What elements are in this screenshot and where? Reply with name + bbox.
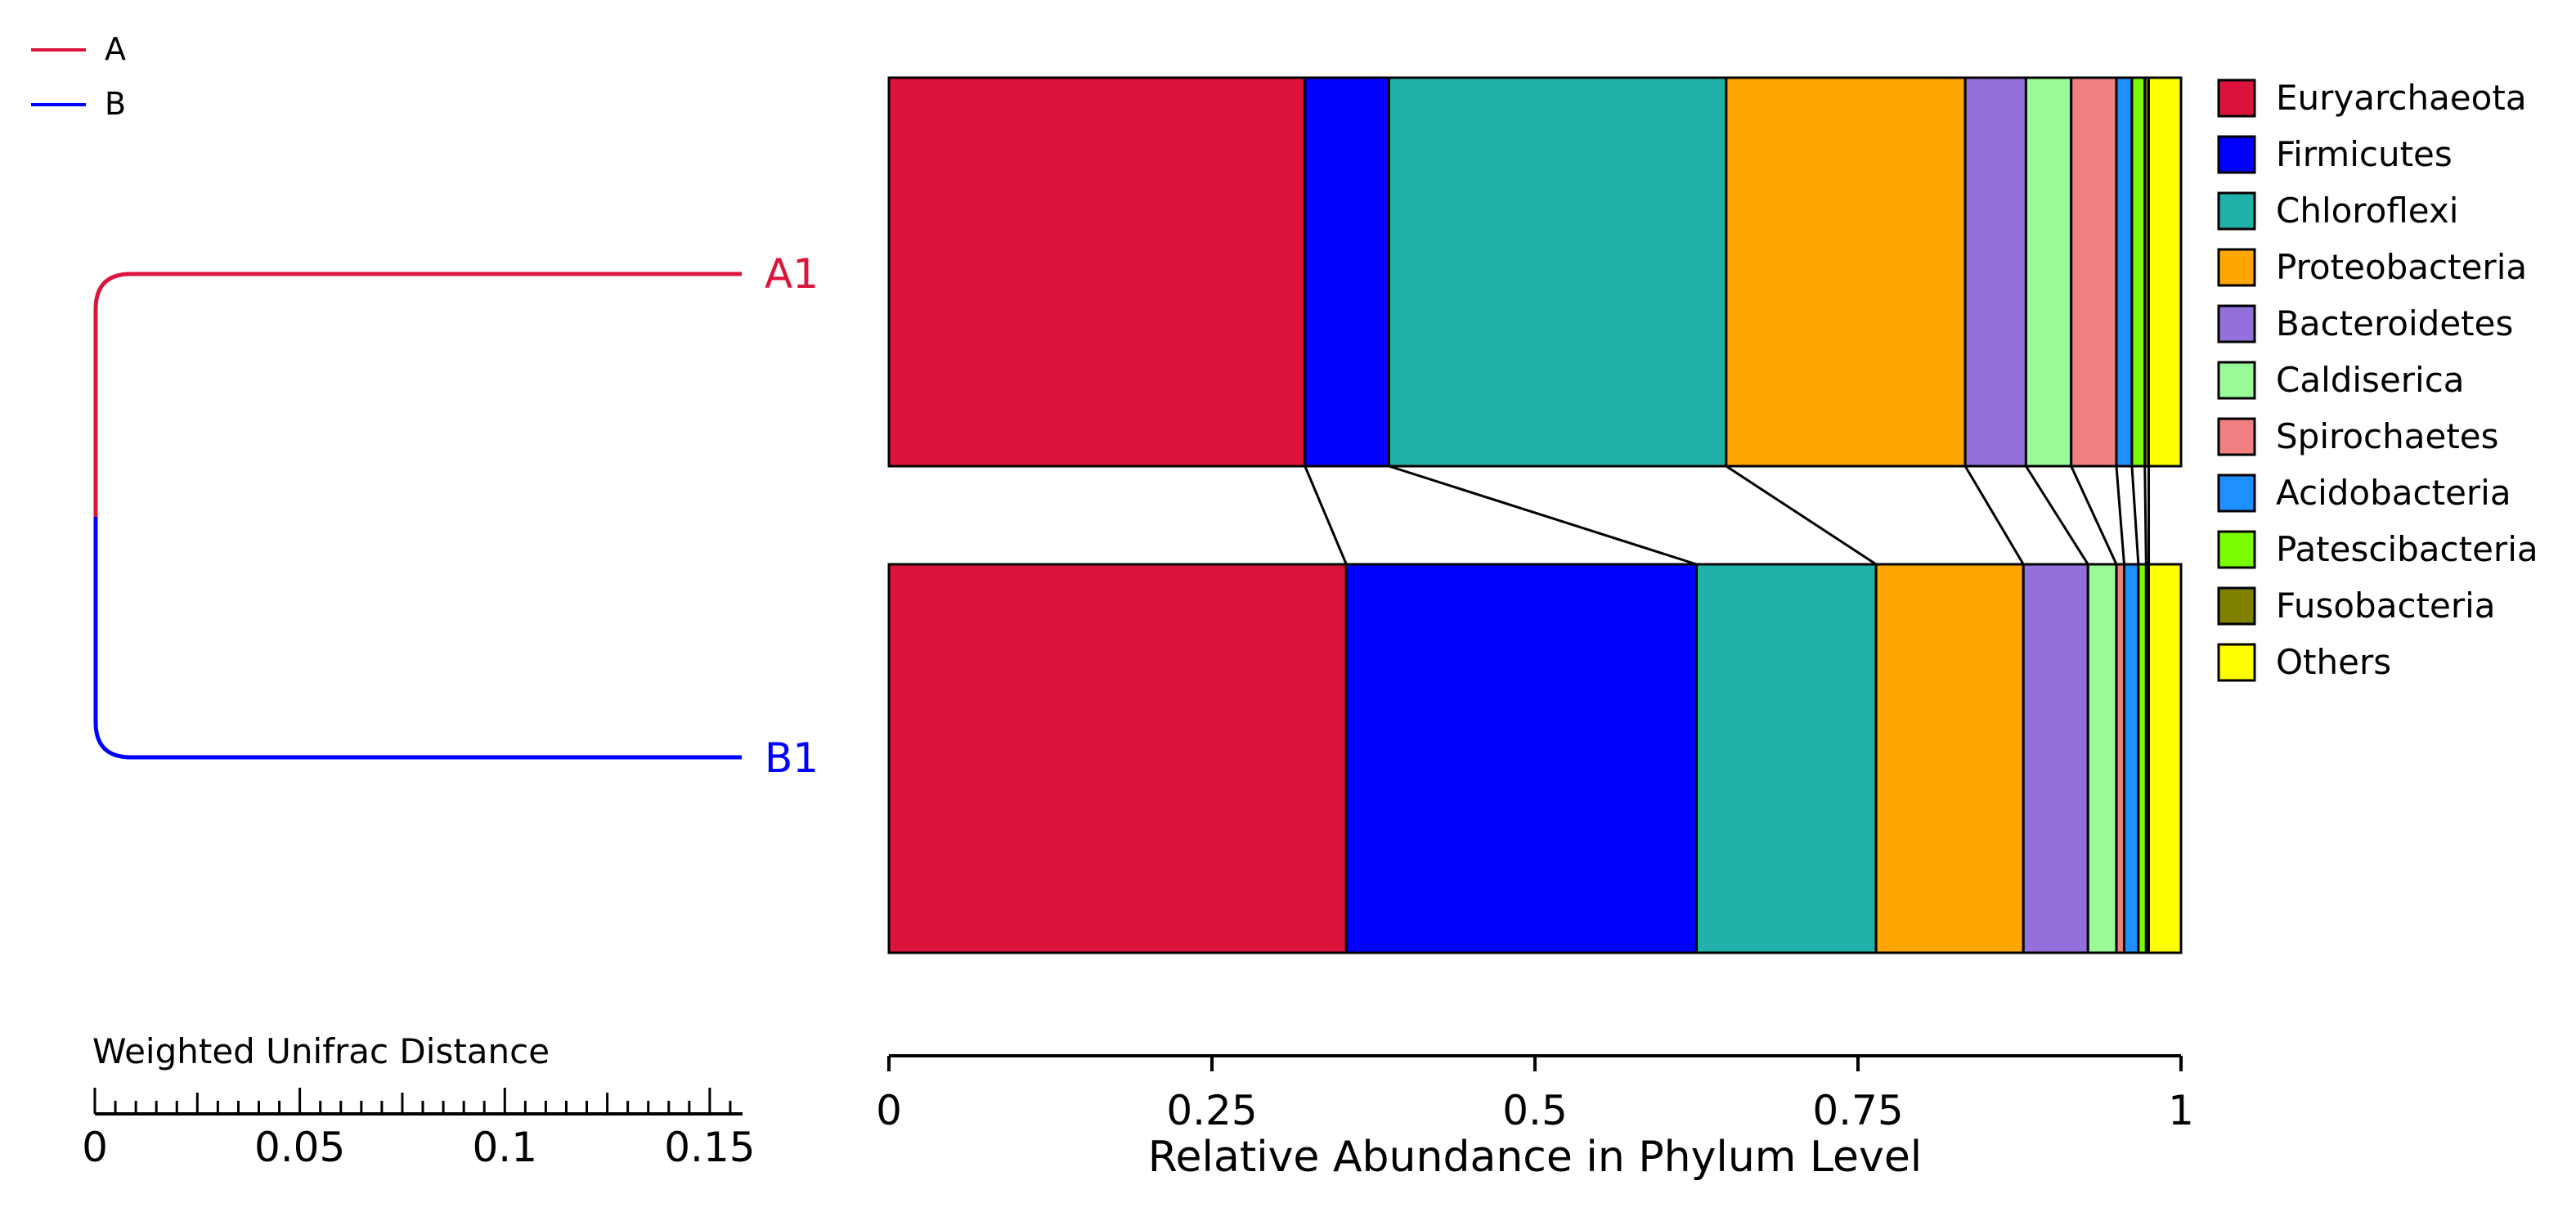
- group-legend: A B: [31, 31, 126, 122]
- chart-legend: Euryarchaeota Firmicutes Chloroflexi Proteo…: [2217, 78, 2538, 682]
- x-tick-label: 0.75: [1812, 1087, 1903, 1134]
- tree-branch-a1: [93, 272, 742, 517]
- legend-label-fusobacteria: Fusobacteria: [2276, 586, 2496, 626]
- legend-swatch-bacteroidetes: [2217, 304, 2256, 343]
- legend-swatch-fusobacteria: [2217, 586, 2256, 626]
- bar-segment-b1-caldiserica: [2086, 563, 2118, 954]
- legend-label-bacteroidetes: Bacteroidetes: [2276, 303, 2513, 343]
- connector-line-patescibacteria: [2143, 465, 2147, 565]
- tree-scale-tick-label: 0.05: [254, 1124, 345, 1171]
- legend-swatch-patescibacteria: [2217, 530, 2256, 569]
- legend-swatch-caldiserica: [2217, 361, 2256, 400]
- legend-label-acidobacteria: Acidobacteria: [2276, 473, 2511, 513]
- connector-line-bacteroidetes: [2025, 465, 2089, 565]
- bar-segment-b1-firmicutes: [1344, 563, 1698, 954]
- bar-segment-a1-acidobacteria: [2115, 76, 2134, 468]
- tree-scale-title: Weighted Unifrac Distance: [92, 1031, 550, 1071]
- x-axis-label: Relative Abundance in Phylum Level: [1148, 1133, 1923, 1182]
- bar-segment-a1-caldiserica: [2024, 76, 2073, 468]
- x-tick-label: 0: [876, 1087, 902, 1134]
- bar-segment-a1-bacteroidetes: [1963, 76, 2027, 468]
- legend-swatch-others: [2217, 643, 2256, 682]
- tree-distance-scale: Weighted Unifrac Distance 0 0.05 0.1 0.15: [82, 1031, 755, 1171]
- connector-line-chloroflexi: [1726, 465, 1877, 566]
- legend-swatch-firmicutes: [2217, 135, 2256, 174]
- connector-line-acidobacteria: [2130, 465, 2140, 565]
- group-legend-label-a: A: [105, 31, 126, 67]
- legend-label-patescibacteria: Patescibacteria: [2276, 529, 2538, 569]
- tree-scale-tick-label: 0.15: [664, 1124, 755, 1171]
- bar-segment-a1-proteobacteria: [1725, 76, 1967, 468]
- connector-line-proteobacteria: [1963, 465, 2025, 565]
- tree-leaf-label-b1: B1: [765, 734, 819, 782]
- tree-scale-tick-label: 0.1: [473, 1124, 538, 1171]
- bar-segment-b1-chloroflexi: [1695, 563, 1878, 954]
- bar-segment-a1-others: [2147, 76, 2183, 468]
- legend-label-euryarchaeota: Euryarchaeota: [2276, 78, 2527, 118]
- connector-line-spirochaetes: [2115, 465, 2125, 565]
- legend-label-spirochaetes: Spirochaetes: [2276, 416, 2499, 456]
- legend-swatch-euryarchaeota: [2217, 79, 2256, 118]
- x-tick-label: 1: [2168, 1087, 2194, 1134]
- bar-segment-a1-chloroflexi: [1387, 76, 1728, 468]
- legend-swatch-chloroflexi: [2217, 191, 2256, 231]
- bar-segment-b1-others: [2147, 563, 2183, 954]
- x-tick-label: 0.25: [1166, 1087, 1257, 1134]
- bar-segment-b1-euryarchaeota: [887, 563, 1348, 954]
- dendrogram: A1 B1: [93, 250, 819, 782]
- bar-segment-b1-proteobacteria: [1874, 563, 2025, 954]
- legend-swatch-proteobacteria: [2217, 248, 2256, 287]
- bar-segment-a1-firmicutes: [1304, 76, 1390, 468]
- legend-swatch-spirochaetes: [2217, 417, 2256, 456]
- bar-segment-a1-spirochaetes: [2070, 76, 2118, 468]
- legend-label-others: Others: [2276, 642, 2391, 682]
- legend-label-caldiserica: Caldiserica: [2276, 360, 2465, 400]
- bar-segment-a1-euryarchaeota: [887, 76, 1307, 468]
- group-legend-label-b: B: [105, 86, 126, 122]
- legend-label-proteobacteria: Proteobacteria: [2276, 247, 2527, 287]
- bar-segment-b1-bacteroidetes: [2022, 563, 2089, 954]
- legend-swatch-acidobacteria: [2217, 474, 2256, 513]
- tree-leaf-label-a1: A1: [765, 250, 819, 298]
- bar-segment-b1-acidobacteria: [2122, 563, 2140, 954]
- legend-label-chloroflexi: Chloroflexi: [2276, 191, 2458, 231]
- x-tick-label: 0.5: [1502, 1087, 1568, 1134]
- legend-label-firmicutes: Firmicutes: [2276, 134, 2453, 174]
- connector-line-caldiserica: [2070, 465, 2118, 565]
- connector-line-euryarchaeota: [1304, 465, 1348, 565]
- bar-connectors: [1304, 465, 2150, 566]
- tree-scale-tick-label: 0: [82, 1124, 108, 1171]
- connector-line-firmicutes: [1389, 465, 1697, 566]
- stacked-bars: [887, 76, 2183, 954]
- tree-branch-b1: [93, 517, 742, 760]
- x-axis: Relative Abundance in Phylum Level 0 0.25…: [876, 1054, 2194, 1182]
- bar-segment-a1-patescibacteria: [2130, 76, 2147, 468]
